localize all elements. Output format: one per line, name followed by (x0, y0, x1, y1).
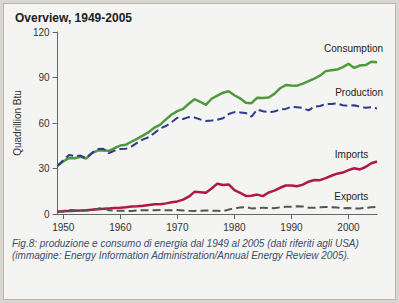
svg-text:2000: 2000 (337, 222, 360, 233)
svg-text:Exports: Exports (334, 191, 368, 202)
svg-text:Imports: Imports (335, 149, 368, 160)
svg-text:1990: 1990 (280, 222, 303, 233)
svg-text:1960: 1960 (109, 222, 132, 233)
svg-text:1980: 1980 (223, 222, 246, 233)
svg-text:1970: 1970 (166, 222, 189, 233)
html-text:Fig.8: produzione e consumo di: Fig.8: produzione e consumo di energia d… (12, 238, 359, 261)
svg-text:60: 60 (38, 118, 50, 129)
svg-text:Production: Production (335, 87, 383, 98)
svg-text:0: 0 (44, 209, 50, 220)
svg-text:Quadrillion Btu: Quadrillion Btu (12, 90, 23, 156)
svg-text:Consumption: Consumption (324, 43, 383, 54)
svg-text:Overview, 1949-2005: Overview, 1949-2005 (15, 11, 132, 25)
svg-text:1950: 1950 (52, 222, 75, 233)
svg-text:120: 120 (33, 27, 50, 38)
svg-text:90: 90 (38, 72, 50, 83)
svg-text:30: 30 (38, 163, 50, 174)
